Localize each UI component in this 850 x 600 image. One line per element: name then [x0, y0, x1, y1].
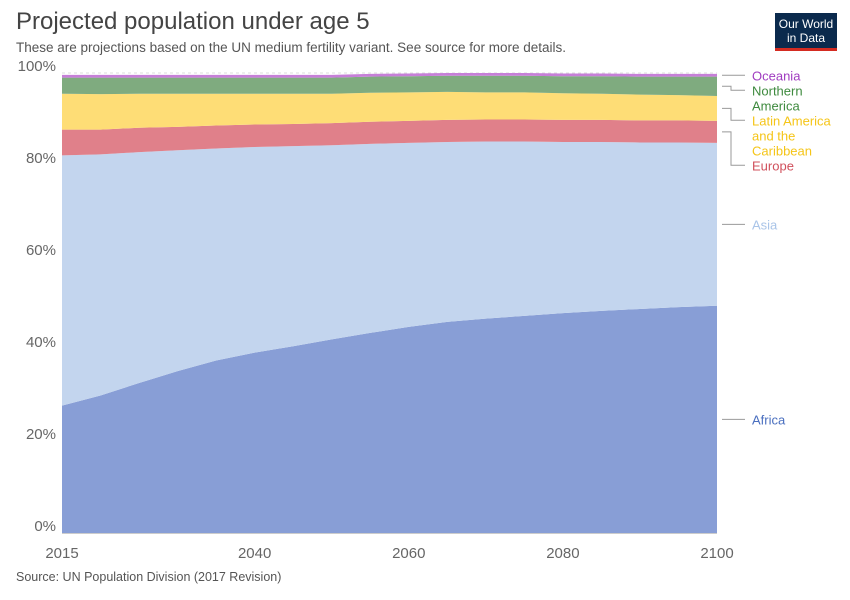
- x-tick-label: 2100: [700, 545, 733, 562]
- legend-label-asia[interactable]: Asia: [752, 217, 778, 232]
- source-note: Source: UN Population Division (2017 Rev…: [16, 570, 282, 584]
- chart-subtitle: These are projections based on the UN me…: [16, 40, 567, 55]
- x-tick-label: 2040: [238, 545, 271, 562]
- area-northern-america[interactable]: [62, 75, 717, 96]
- logo-line-1: Our World: [778, 17, 834, 31]
- x-tick-label: 2060: [392, 545, 425, 562]
- area-asia[interactable]: [62, 141, 717, 406]
- legend-label-europe[interactable]: Europe: [752, 158, 794, 173]
- area-oceania[interactable]: [62, 73, 717, 78]
- y-tick-label: 60%: [26, 242, 56, 259]
- y-tick-label: 20%: [26, 426, 56, 443]
- area-series: [62, 73, 717, 533]
- x-tick-label: 2080: [546, 545, 579, 562]
- chart-title: Projected population under age 5: [16, 8, 370, 35]
- area-europe[interactable]: [62, 119, 717, 156]
- x-tick-label: 2015: [45, 545, 78, 562]
- legend-label-northern-america[interactable]: Northern America: [752, 83, 803, 113]
- y-axis: 0% 20% 40% 60% 80% 100%: [18, 58, 56, 535]
- x-axis: 2015 2040 2060 2080 2100: [45, 545, 733, 562]
- legend-label-oceania[interactable]: Oceania: [752, 68, 801, 83]
- legend-leader-europe: [722, 131, 745, 166]
- legend-leader-latin-america-and-the-caribbean: [722, 107, 745, 121]
- logo-line-2: in Data: [786, 31, 826, 45]
- y-tick-label: 80%: [26, 150, 56, 167]
- owid-logo[interactable]: Our World in Data: [775, 13, 837, 51]
- y-tick-label: 100%: [18, 58, 56, 75]
- y-tick-label: 0%: [34, 518, 56, 535]
- legend-leader-northern-america: [722, 85, 745, 91]
- area-latin-america-and-the-caribbean[interactable]: [62, 91, 717, 130]
- legend-label-latin-america-and-the-caribbean[interactable]: Latin America and the Caribbean: [752, 113, 832, 158]
- area-africa[interactable]: [62, 305, 717, 533]
- y-tick-label: 40%: [26, 334, 56, 351]
- legend-label-africa[interactable]: Africa: [752, 412, 786, 427]
